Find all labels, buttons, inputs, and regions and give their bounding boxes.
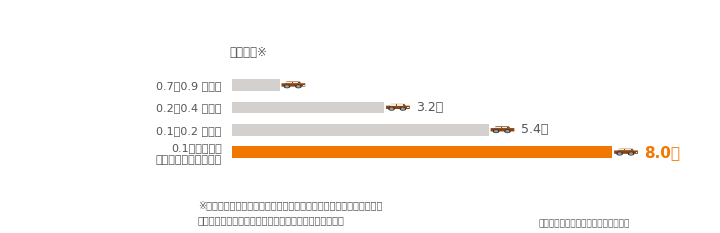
Text: 8.0倍: 8.0倍 [644, 145, 680, 160]
Text: 3.2倍: 3.2倍 [416, 101, 444, 114]
Bar [232, 79, 279, 91]
Circle shape [296, 85, 301, 88]
Circle shape [617, 152, 622, 155]
Circle shape [284, 85, 289, 88]
Text: （社）日本自動車タイヤ協会資料より: （社）日本自動車タイヤ協会資料より [539, 219, 630, 228]
Circle shape [630, 153, 632, 154]
Circle shape [402, 108, 404, 110]
Circle shape [400, 108, 405, 110]
Bar [636, 152, 637, 153]
FancyBboxPatch shape [490, 128, 514, 131]
Bar [303, 85, 305, 86]
Circle shape [390, 108, 393, 110]
Bar [625, 149, 631, 150]
Circle shape [506, 131, 509, 132]
Text: ※摩擦係数とは、タイヤと路面間の摩擦力の大きさを表す指数をいい: ※摩擦係数とは、タイヤと路面間の摩擦力の大きさを表す指数をいい [198, 200, 382, 210]
Polygon shape [617, 149, 634, 151]
Text: 指数が小さいほど滑りやすいことを意味しています。: 指数が小さいほど滑りやすいことを意味しています。 [198, 216, 345, 226]
FancyBboxPatch shape [614, 151, 638, 154]
Circle shape [297, 86, 300, 87]
Circle shape [493, 130, 499, 132]
Text: 摩擦係数※: 摩擦係数※ [230, 47, 268, 59]
Bar [232, 146, 612, 158]
FancyBboxPatch shape [282, 83, 305, 87]
Circle shape [286, 86, 288, 87]
Bar [292, 82, 298, 83]
Bar [495, 127, 501, 128]
Circle shape [505, 130, 510, 132]
Bar [397, 104, 402, 106]
Bar [390, 104, 396, 106]
Bar [232, 102, 384, 113]
Circle shape [495, 131, 498, 132]
Bar [618, 149, 624, 150]
Bar [502, 127, 508, 128]
FancyBboxPatch shape [386, 106, 410, 109]
Polygon shape [284, 82, 302, 83]
Bar [408, 107, 410, 108]
Circle shape [389, 108, 394, 110]
Circle shape [629, 152, 634, 155]
Circle shape [618, 153, 621, 154]
Polygon shape [390, 104, 406, 106]
Bar [285, 82, 292, 83]
Bar [232, 124, 489, 136]
Polygon shape [494, 126, 510, 128]
Text: 5.4倍: 5.4倍 [521, 123, 549, 136]
